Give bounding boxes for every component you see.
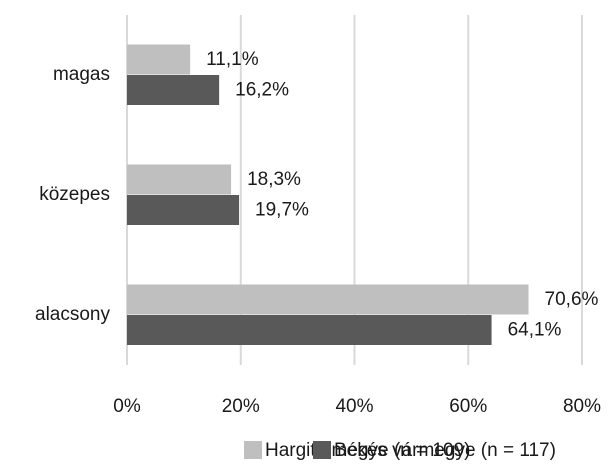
bar bbox=[127, 284, 529, 315]
value-label: 11,1% bbox=[206, 49, 259, 70]
x-tick-label: 60% bbox=[449, 396, 487, 417]
bar bbox=[127, 75, 220, 105]
bar bbox=[127, 164, 232, 195]
y-tick-label: magas bbox=[53, 64, 110, 85]
bar bbox=[127, 195, 240, 225]
value-label: 18,3% bbox=[247, 169, 301, 190]
x-tick-label: 40% bbox=[335, 396, 373, 417]
x-tick-label: 0% bbox=[113, 396, 141, 417]
legend-label: Békés vármegye (n = 117) bbox=[334, 440, 556, 461]
legend-swatch bbox=[313, 441, 331, 459]
y-tick-label: alacsony bbox=[35, 304, 110, 325]
value-label: 64,1% bbox=[508, 319, 562, 340]
bar bbox=[127, 315, 492, 345]
value-label: 16,2% bbox=[235, 79, 289, 100]
bar bbox=[127, 44, 191, 75]
y-tick-label: közepes bbox=[39, 184, 110, 205]
legend-swatch bbox=[244, 441, 262, 459]
value-label: 19,7% bbox=[255, 199, 309, 220]
x-tick-label: 80% bbox=[563, 396, 601, 417]
x-tick-label: 20% bbox=[222, 396, 260, 417]
value-label: 70,6% bbox=[545, 289, 599, 310]
